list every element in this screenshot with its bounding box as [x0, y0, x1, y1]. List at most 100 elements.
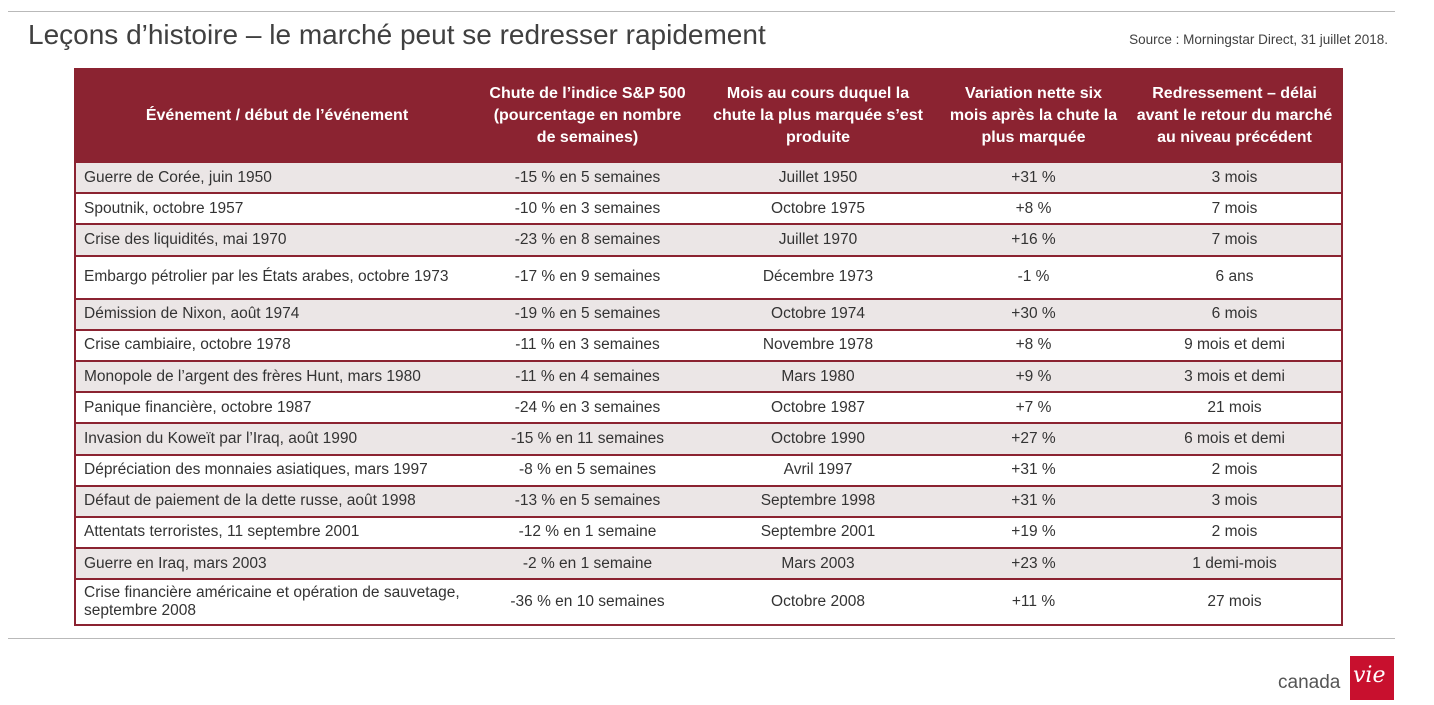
month-cell: Mars 1980 [697, 360, 939, 394]
logo-wordmark: canada [1278, 672, 1341, 693]
month-cell: Mars 2003 [697, 548, 939, 581]
drop-cell: -19 % en 5 semaines [478, 298, 697, 331]
history-table: Événement / début de l’événement Chute d… [74, 68, 1343, 627]
recovery-cell: 1 demi-mois [1128, 548, 1342, 581]
event-cell: Panique financière, octobre 1987 [75, 392, 478, 425]
month-cell: Juillet 1970 [697, 224, 939, 257]
table-row: Embargo pétrolier par les États arabes, … [75, 255, 1342, 300]
six-month-change-cell: +31 % [939, 485, 1128, 518]
table-row: Attentats terroristes, 11 septembre 2001… [75, 516, 1342, 550]
month-cell: Octobre 1974 [697, 298, 939, 331]
recovery-cell: 2 mois [1128, 454, 1342, 487]
drop-cell: -23 % en 8 semaines [478, 224, 697, 257]
event-cell: Défaut de paiement de la dette russe, ao… [75, 485, 478, 518]
recovery-cell: 2 mois [1128, 516, 1342, 550]
drop-cell: -11 % en 3 semaines [478, 329, 697, 362]
six-month-change-cell: -1 % [939, 255, 1128, 300]
page-title: Leçons d’histoire – le marché peut se re… [28, 19, 766, 50]
drop-cell: -17 % en 9 semaines [478, 255, 697, 300]
event-cell: Guerre de Corée, juin 1950 [75, 163, 478, 195]
drop-cell: -10 % en 3 semaines [478, 193, 697, 226]
month-cell: Octobre 1990 [697, 423, 939, 456]
drop-cell: -2 % en 1 semaine [478, 548, 697, 581]
column-header-month: Mois au cours duquel la chute la plus ma… [697, 68, 939, 163]
table-row: Dépréciation des monnaies asiatiques, ma… [75, 454, 1342, 487]
drop-cell: -13 % en 5 semaines [478, 485, 697, 518]
canada-vie-logo: canada vie [1278, 656, 1398, 700]
event-cell: Invasion du Koweït par l’Iraq, août 1990 [75, 423, 478, 456]
six-month-change-cell: +7 % [939, 392, 1128, 425]
drop-cell: -11 % en 4 semaines [478, 360, 697, 394]
six-month-change-cell: +16 % [939, 224, 1128, 257]
drop-cell: -15 % en 5 semaines [478, 163, 697, 195]
event-cell: Embargo pétrolier par les États arabes, … [75, 255, 478, 300]
drop-cell: -24 % en 3 semaines [478, 392, 697, 425]
table-body: Guerre de Corée, juin 1950 -15 % en 5 sem… [75, 163, 1342, 626]
month-cell: Octobre 2008 [697, 579, 939, 626]
six-month-change-cell: +8 % [939, 329, 1128, 362]
table-row: Crise des liquidités, mai 1970 -23 % en 8… [75, 224, 1342, 257]
table-row: Monopole de l’argent des frères Hunt, ma… [75, 360, 1342, 394]
six-month-change-cell: +19 % [939, 516, 1128, 550]
top-divider [8, 11, 1395, 12]
recovery-cell: 7 mois [1128, 224, 1342, 257]
column-header-six-month-change: Variation nette six mois après la chute … [939, 68, 1128, 163]
table-row: Guerre de Corée, juin 1950 -15 % en 5 sem… [75, 163, 1342, 195]
recovery-cell: 9 mois et demi [1128, 329, 1342, 362]
six-month-change-cell: +11 % [939, 579, 1128, 626]
six-month-change-cell: +31 % [939, 163, 1128, 195]
table-row: Crise financière américaine et opération… [75, 579, 1342, 626]
month-cell: Avril 1997 [697, 454, 939, 487]
table-row: Guerre en Iraq, mars 2003 -2 % en 1 semai… [75, 548, 1342, 581]
table-row: Invasion du Koweït par l’Iraq, août 1990… [75, 423, 1342, 456]
month-cell: Octobre 1975 [697, 193, 939, 226]
event-cell: Guerre en Iraq, mars 2003 [75, 548, 478, 581]
table-row: Défaut de paiement de la dette russe, ao… [75, 485, 1342, 518]
event-cell: Crise cambiaire, octobre 1978 [75, 329, 478, 362]
month-cell: Décembre 1973 [697, 255, 939, 300]
table-row: Crise cambiaire, octobre 1978 -11 % en 3 … [75, 329, 1342, 362]
table-header-row: Événement / début de l’événement Chute d… [75, 68, 1342, 163]
recovery-cell: 27 mois [1128, 579, 1342, 626]
logo-box-text: vie [1353, 663, 1386, 688]
recovery-cell: 3 mois [1128, 163, 1342, 195]
source-note: Source : Morningstar Direct, 31 juillet … [1129, 32, 1388, 47]
drop-cell: -15 % en 11 semaines [478, 423, 697, 456]
recovery-cell: 6 mois [1128, 298, 1342, 331]
event-cell: Démission de Nixon, août 1974 [75, 298, 478, 331]
event-cell: Crise des liquidités, mai 1970 [75, 224, 478, 257]
six-month-change-cell: +31 % [939, 454, 1128, 487]
recovery-cell: 21 mois [1128, 392, 1342, 425]
month-cell: Juillet 1950 [697, 163, 939, 195]
recovery-cell: 3 mois [1128, 485, 1342, 518]
bottom-divider [8, 638, 1395, 639]
month-cell: Septembre 2001 [697, 516, 939, 550]
six-month-change-cell: +30 % [939, 298, 1128, 331]
recovery-cell: 6 ans [1128, 255, 1342, 300]
month-cell: Novembre 1978 [697, 329, 939, 362]
recovery-cell: 7 mois [1128, 193, 1342, 226]
six-month-change-cell: +27 % [939, 423, 1128, 456]
six-month-change-cell: +8 % [939, 193, 1128, 226]
table-row: Panique financière, octobre 1987 -24 % en… [75, 392, 1342, 425]
event-cell: Attentats terroristes, 11 septembre 2001 [75, 516, 478, 550]
recovery-cell: 6 mois et demi [1128, 423, 1342, 456]
column-header-event: Événement / début de l’événement [75, 68, 478, 163]
six-month-change-cell: +9 % [939, 360, 1128, 394]
event-cell: Monopole de l’argent des frères Hunt, ma… [75, 360, 478, 394]
event-cell: Spoutnik, octobre 1957 [75, 193, 478, 226]
table-row: Spoutnik, octobre 1957 -10 % en 3 semaine… [75, 193, 1342, 226]
event-cell: Crise financière américaine et opération… [75, 579, 478, 626]
event-cell: Dépréciation des monnaies asiatiques, ma… [75, 454, 478, 487]
drop-cell: -12 % en 1 semaine [478, 516, 697, 550]
month-cell: Octobre 1987 [697, 392, 939, 425]
month-cell: Septembre 1998 [697, 485, 939, 518]
column-header-recovery: Redressement – délai avant le retour du … [1128, 68, 1342, 163]
column-header-drop: Chute de l’indice S&P 500 (pourcentage e… [478, 68, 697, 163]
six-month-change-cell: +23 % [939, 548, 1128, 581]
drop-cell: -8 % en 5 semaines [478, 454, 697, 487]
table-row: Démission de Nixon, août 1974 -19 % en 5 … [75, 298, 1342, 331]
recovery-cell: 3 mois et demi [1128, 360, 1342, 394]
logo-box: vie [1350, 656, 1394, 700]
drop-cell: -36 % en 10 semaines [478, 579, 697, 626]
